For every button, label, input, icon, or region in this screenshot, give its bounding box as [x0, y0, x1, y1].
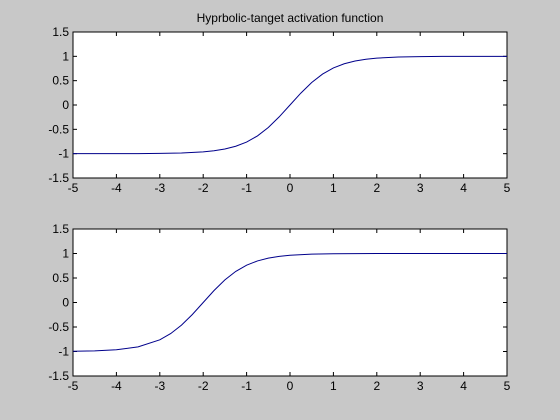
- series-line: [73, 55, 507, 155]
- x-tick-label: -4: [111, 379, 122, 393]
- plot-area: [72, 228, 508, 377]
- y-tick-label: 1.5: [52, 222, 69, 236]
- x-tick-label: -2: [198, 181, 209, 195]
- y-tick-label: 0.5: [52, 271, 69, 285]
- y-tick-label: 1: [62, 247, 69, 261]
- chart-title: Hyprbolic-tanget activation function: [197, 11, 384, 25]
- y-tick-label: 0.5: [52, 74, 69, 88]
- y-tick-label: -0.5: [48, 122, 69, 136]
- x-tick-label: 5: [504, 379, 511, 393]
- x-tick-label: 2: [373, 181, 380, 195]
- x-tick-label: 4: [460, 181, 467, 195]
- y-tick-label: -1.5: [48, 171, 69, 185]
- top-plot: -5 -4 -3 -2 -1 0 1 2 3 4 5 -1.5 -1 -0.5 0 0.5 1 1.5 Hyprbo…: [48, 11, 510, 195]
- y-tick-label: 1: [62, 49, 69, 63]
- x-tick-label: 2: [373, 379, 380, 393]
- series-line: [72, 253, 507, 352]
- y-tick-label: 0: [62, 296, 69, 310]
- x-tick-label: -3: [154, 379, 165, 393]
- y-tick-label: 1.5: [52, 25, 69, 39]
- x-tick-label: 3: [417, 379, 424, 393]
- bottom-plot: -5 -4 -3 -2 -1 0 1 2 3 4 5 -1.5 -1 -0.5 0 0.5 1 1.5: [48, 222, 510, 393]
- y-tick-label: -1: [58, 345, 69, 359]
- y-tick-label: -1: [58, 147, 69, 161]
- x-tick-label: 0: [287, 379, 294, 393]
- x-tick-label: -2: [198, 379, 209, 393]
- x-tick-label: 4: [460, 379, 467, 393]
- x-tick-label: 5: [504, 181, 511, 195]
- x-tick-label: -1: [241, 379, 252, 393]
- x-tick-label: -1: [241, 181, 252, 195]
- y-tick-label: -1.5: [48, 369, 69, 383]
- x-tick-label: 0: [287, 181, 294, 195]
- x-tick-label: 1: [330, 379, 337, 393]
- y-tick-label: 0: [62, 98, 69, 112]
- x-tick-label: 3: [417, 181, 424, 195]
- x-tick-label: -4: [111, 181, 122, 195]
- x-tick-label: -5: [68, 181, 79, 195]
- x-tick-label: 1: [330, 181, 337, 195]
- x-tick-label: -3: [154, 181, 165, 195]
- x-tick-label: -5: [68, 379, 79, 393]
- y-tick-label: -0.5: [48, 320, 69, 334]
